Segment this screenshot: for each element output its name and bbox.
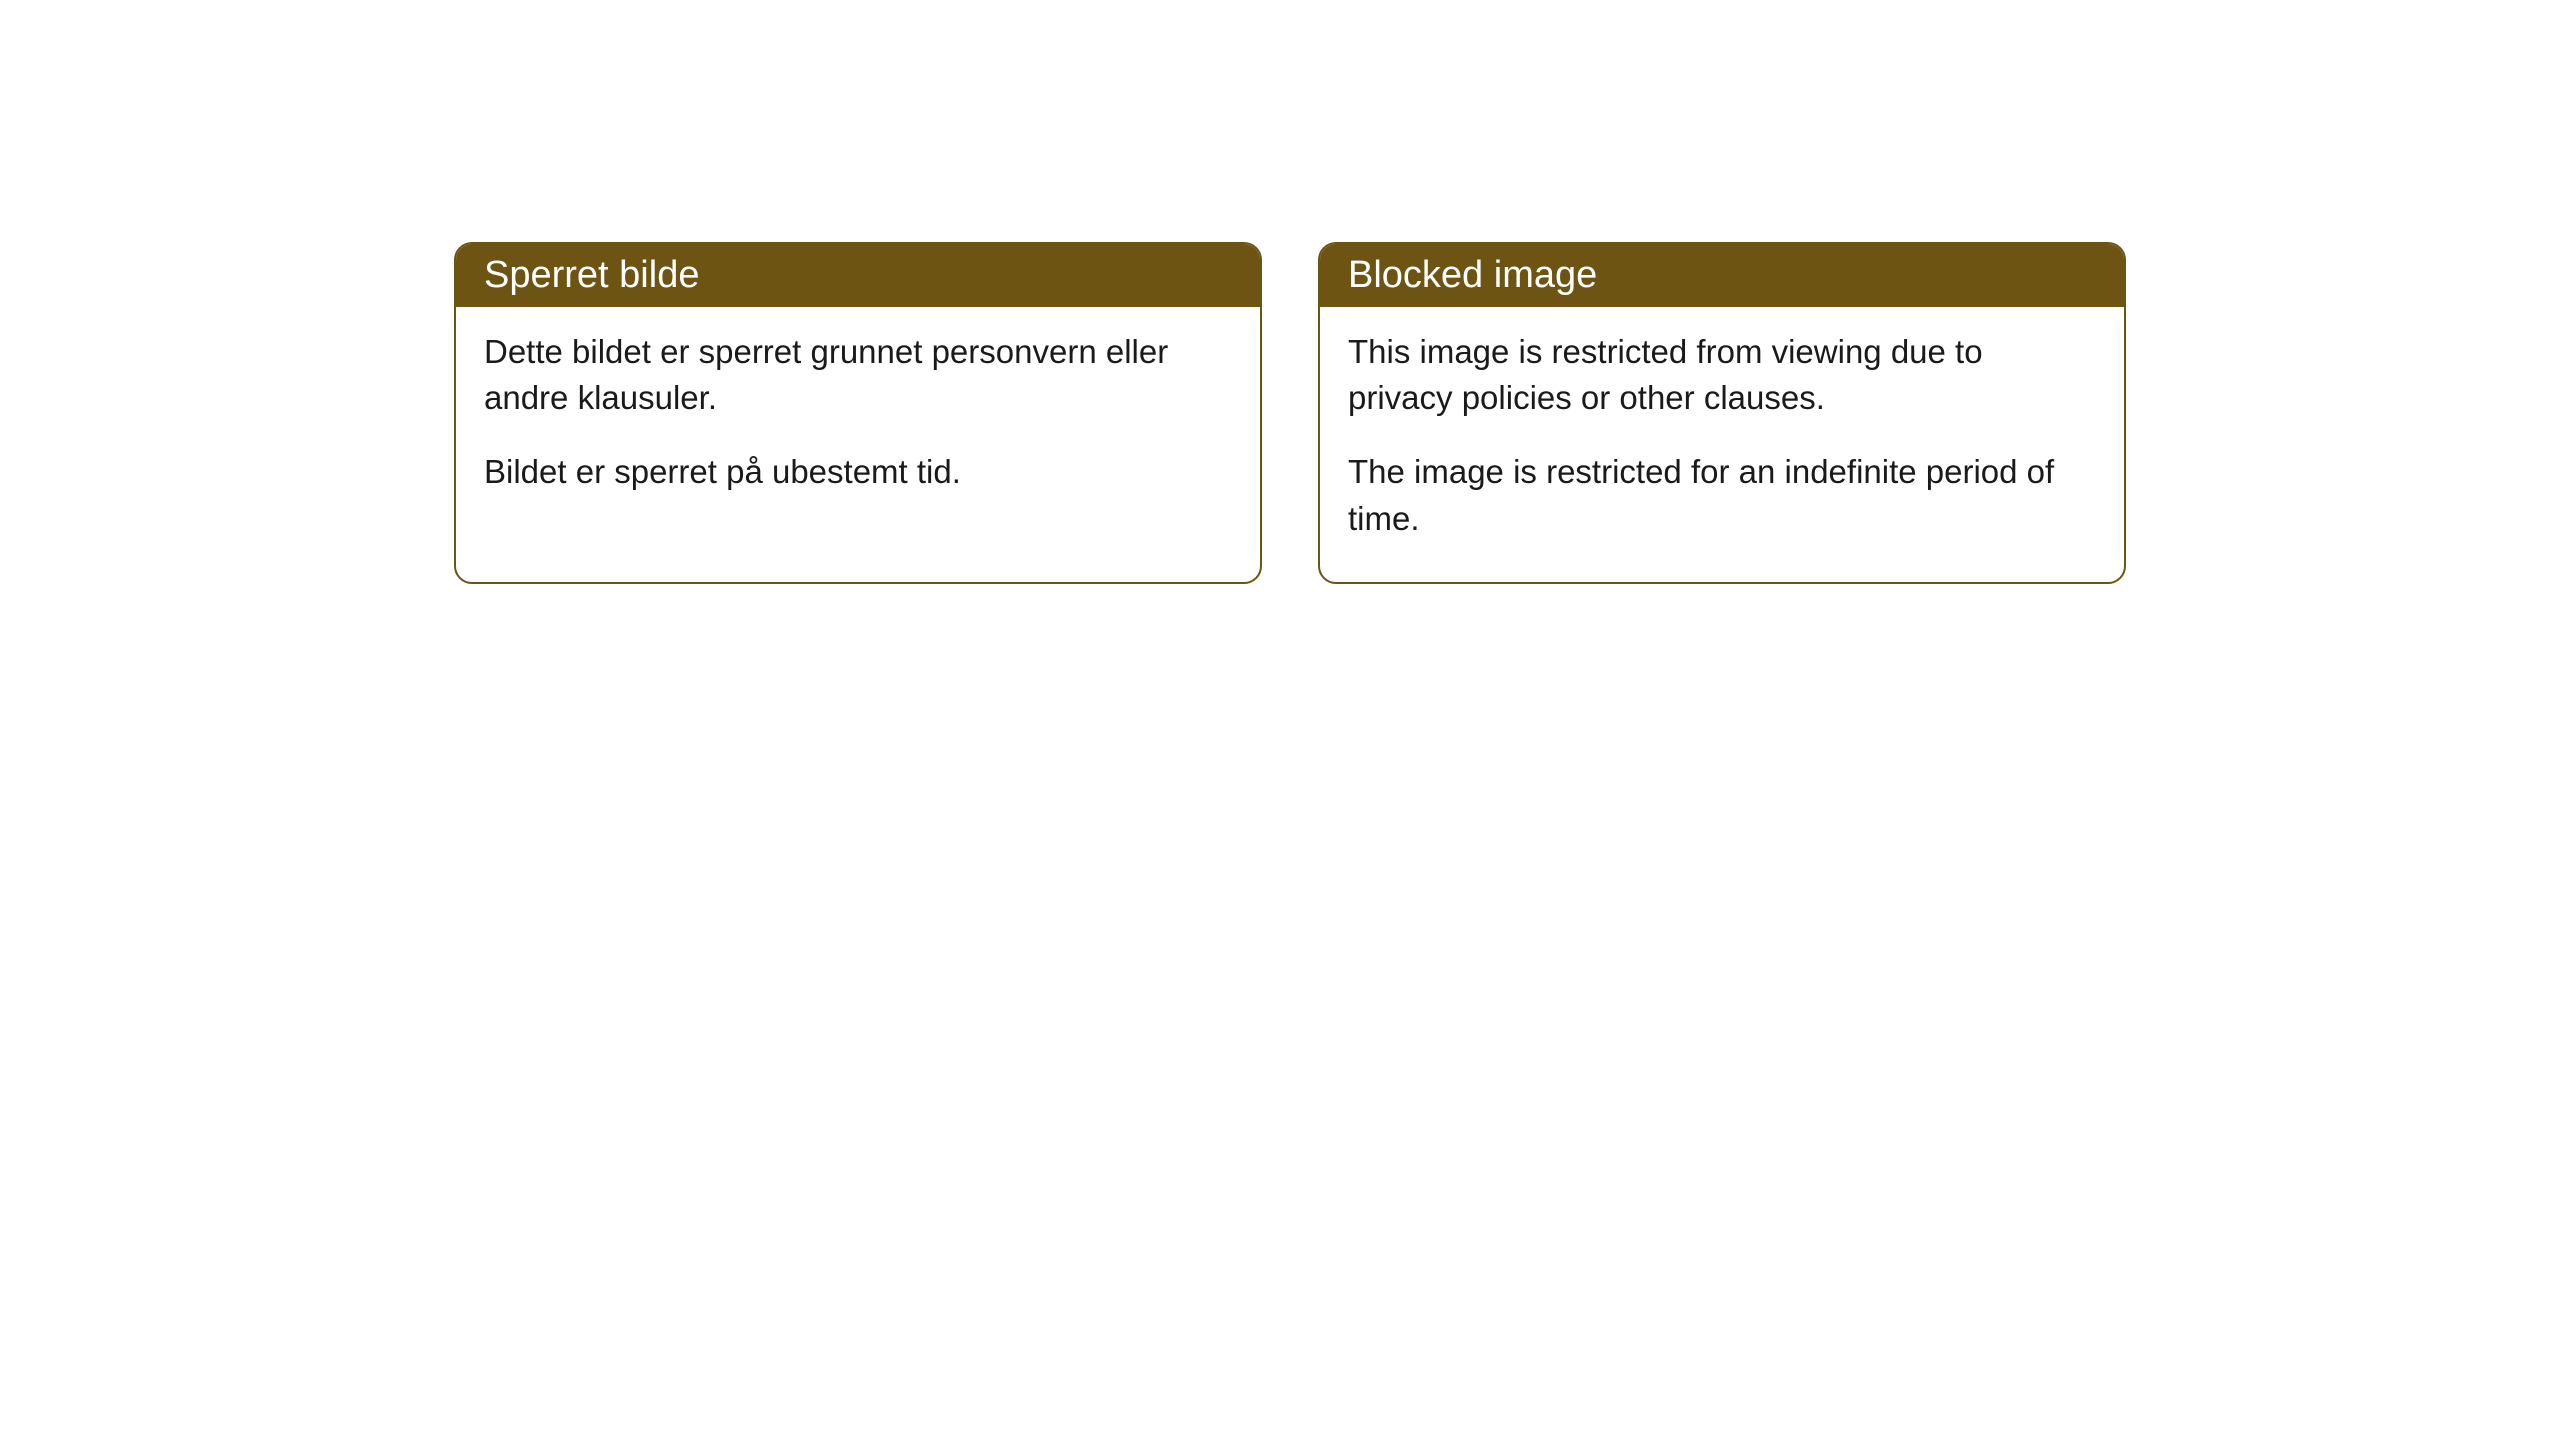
- card-title: Sperret bilde: [484, 254, 699, 296]
- notice-cards-container: Sperret bilde Dette bildet er sperret gr…: [454, 242, 2126, 584]
- card-paragraph-2: The image is restricted for an indefinit…: [1348, 449, 2096, 541]
- notice-card-norwegian: Sperret bilde Dette bildet er sperret gr…: [454, 242, 1262, 584]
- notice-card-english: Blocked image This image is restricted f…: [1318, 242, 2126, 584]
- card-paragraph-1: This image is restricted from viewing du…: [1348, 329, 2096, 421]
- card-paragraph-2: Bildet er sperret på ubestemt tid.: [484, 449, 1232, 495]
- card-title: Blocked image: [1348, 254, 1597, 296]
- card-body: This image is restricted from viewing du…: [1320, 307, 2124, 582]
- card-header: Blocked image: [1320, 244, 2124, 307]
- card-header: Sperret bilde: [456, 244, 1260, 307]
- card-paragraph-1: Dette bildet er sperret grunnet personve…: [484, 329, 1232, 421]
- card-body: Dette bildet er sperret grunnet personve…: [456, 307, 1260, 536]
